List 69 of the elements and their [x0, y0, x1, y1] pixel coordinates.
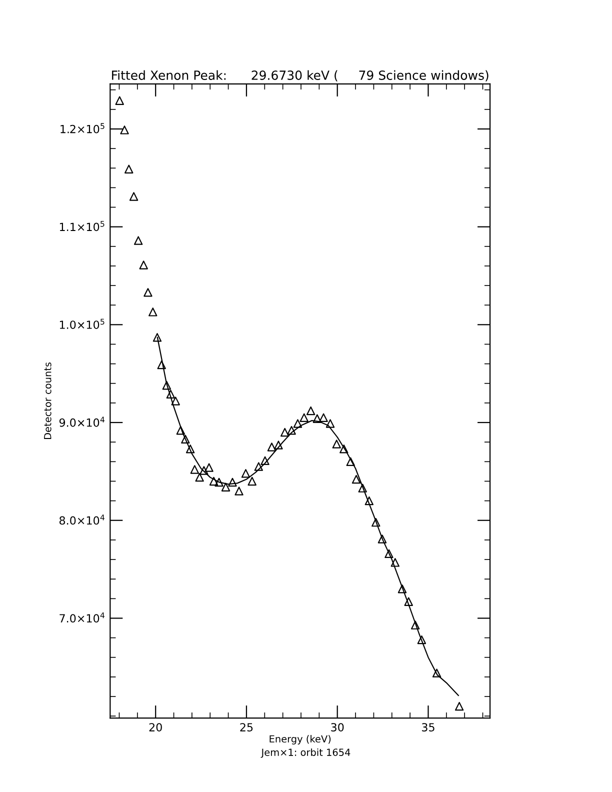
point [221, 482, 230, 492]
point [148, 308, 158, 316]
point [432, 668, 442, 678]
point [209, 476, 218, 486]
y-tick-label: 9.0×10$^{4}$ [59, 416, 104, 427]
point [186, 444, 195, 454]
point [306, 406, 316, 416]
point [204, 463, 214, 472]
x-tick-label: 30 [331, 723, 344, 732]
point [171, 396, 180, 406]
x-tick-label: 35 [422, 723, 434, 732]
point [139, 260, 148, 270]
x-tick-label: 20 [149, 723, 162, 732]
point [195, 472, 204, 482]
point [157, 360, 166, 370]
point [352, 474, 361, 484]
chart-title: Fitted Xenon Peak: 29.6730 keV ( 79 Science windows) [112, 70, 488, 82]
point [124, 164, 134, 174]
point [214, 478, 224, 487]
point [326, 419, 335, 428]
x-axis-title: Energy (keV) [270, 735, 331, 744]
point [312, 414, 322, 423]
point [287, 426, 296, 435]
point [241, 469, 250, 478]
point [267, 442, 276, 452]
point [346, 457, 355, 466]
y-tick-label: 1.1×10$^{5}$ [60, 221, 104, 232]
point [319, 413, 328, 422]
point [293, 419, 302, 428]
y-tick-label: 8.0×10$^{4}$ [59, 514, 104, 525]
y-axis-title: Detector counts [44, 362, 52, 440]
point [398, 584, 407, 594]
point [384, 549, 394, 558]
point [364, 496, 374, 506]
point [372, 518, 380, 527]
point [274, 440, 283, 450]
point [134, 236, 143, 245]
point [358, 484, 367, 492]
y-tick-label: 1.2×10$^{5}$ [60, 123, 104, 134]
point [120, 126, 129, 134]
text: Jem×1: orbit 1654 [260, 748, 350, 758]
x-tick-label: 25 [240, 723, 253, 732]
point [454, 702, 464, 711]
point [144, 288, 152, 297]
point [200, 466, 208, 475]
point [166, 390, 176, 398]
y-tick-label: 7.0×10$^{4}$ [60, 612, 104, 623]
point [280, 428, 290, 437]
point [417, 635, 426, 644]
point [176, 426, 186, 435]
point [228, 478, 237, 487]
point [248, 476, 256, 486]
point [390, 558, 400, 567]
point [404, 597, 413, 606]
point [181, 434, 190, 444]
point [332, 440, 341, 448]
point [115, 96, 124, 105]
point [190, 465, 200, 474]
point [300, 413, 308, 422]
point [234, 486, 244, 496]
point [162, 380, 172, 390]
point [152, 333, 162, 342]
y-tick-label: 1.0×10$^{5}$ [60, 318, 104, 329]
point [410, 620, 420, 630]
point [129, 192, 138, 201]
point [260, 456, 270, 466]
point [254, 462, 264, 471]
point [378, 534, 387, 544]
point [340, 444, 348, 454]
